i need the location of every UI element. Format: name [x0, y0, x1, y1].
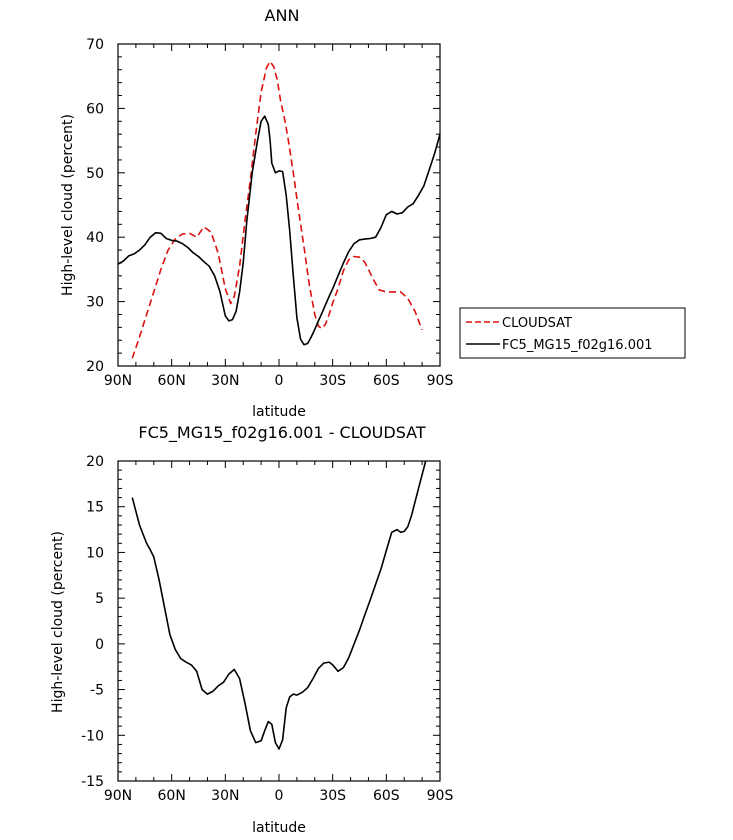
bottom-x-tick-label: 0 [275, 788, 284, 804]
top-series-line-model [117, 115, 441, 346]
bottom-x-tick-label: 30S [319, 788, 346, 804]
top-x-tick-label: 60S [373, 373, 400, 389]
bottom-x-tick-label: 30N [211, 788, 239, 804]
legend: CLOUDSAT FC5_MG15_f02g16.001 [459, 307, 686, 359]
bottom-x-tick-label: 90S [427, 788, 454, 804]
bottom-chart-title: FC5_MG15_f02g16.001 - CLOUDSAT [138, 423, 425, 443]
bottom-y-tick-label: 0 [95, 637, 104, 653]
bottom-plot-frame [117, 460, 441, 782]
bottom-x-axis-label: latitude [252, 820, 306, 836]
bottom-y-axis-label: High-level cloud (percent) [50, 531, 66, 713]
top-series-line-cloudsat [131, 60, 423, 359]
top-y-tick-label: 60 [86, 101, 104, 117]
bottom-chart-series [131, 460, 427, 750]
bottom-y-tick-label: 10 [86, 545, 104, 561]
bottom-x-tick-label: 90N [104, 788, 132, 804]
legend-label-model: FC5_MG15_f02g16.001 [502, 338, 653, 353]
top-x-tick-label: 60N [158, 373, 186, 389]
bottom-y-tick-label: 15 [86, 500, 104, 516]
top-chart-title: ANN [265, 6, 300, 25]
bottom-series-line-model [131, 460, 427, 750]
bottom-y-tick-label: 20 [86, 454, 104, 470]
top-chart: ANN 90N 60N 30N 0 30S 60S 90S 20 30 40 50 60 70 High… [60, 6, 686, 420]
top-x-tick-label: 90S [427, 373, 454, 389]
top-x-tick-label: 0 [275, 373, 284, 389]
top-y-tick-label: 30 [86, 295, 104, 311]
top-plot-frame [117, 43, 441, 367]
top-y-tick-label: 20 [86, 359, 104, 375]
bottom-x-tick-label: 60S [373, 788, 400, 804]
bottom-y-tick-label: -5 [90, 683, 104, 699]
bottom-chart: FC5_MG15_f02g16.001 - CLOUDSAT 90N 60N 30N… [50, 423, 453, 836]
legend-box [459, 307, 686, 359]
top-x-tick-label: 30S [319, 373, 346, 389]
bottom-y-tick-label: -15 [81, 774, 104, 790]
top-x-tick-label: 30N [211, 373, 239, 389]
top-y-axis-label: High-level cloud (percent) [60, 114, 76, 296]
top-y-tick-label: 40 [86, 230, 104, 246]
legend-label-cloudsat: CLOUDSAT [502, 316, 572, 331]
top-chart-series [117, 60, 441, 359]
bottom-y-tick-label: 5 [95, 591, 104, 607]
top-y-tick-label: 70 [86, 37, 104, 53]
top-x-axis-label: latitude [252, 404, 306, 420]
top-x-tick-label: 90N [104, 373, 132, 389]
bottom-x-tick-label: 60N [158, 788, 186, 804]
bottom-chart-ticks: 90N 60N 30N 0 30S 60S 90S -15 -10 -5 0 5 10 15 20 [81, 454, 453, 804]
bottom-y-tick-label: -10 [81, 728, 104, 744]
top-chart-ticks: 90N 60N 30N 0 30S 60S 90S 20 30 40 50 60 70 [86, 37, 453, 389]
top-y-tick-label: 50 [86, 166, 104, 182]
